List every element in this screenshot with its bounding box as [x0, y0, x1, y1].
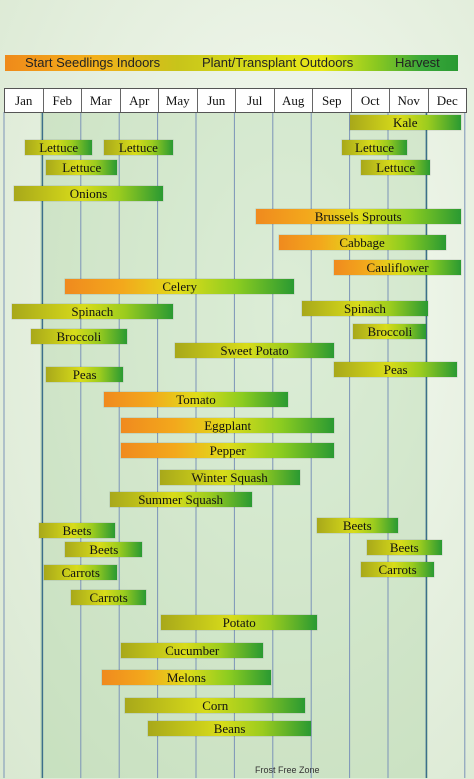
crop-bar-lettuce: Lettuce: [361, 160, 431, 175]
crop-bar-broccoli: Broccoli: [353, 324, 427, 339]
legend-harvest: Harvest: [395, 55, 440, 70]
crop-bar-beets: Beets: [38, 523, 116, 538]
month-label-jan: Jan: [5, 89, 44, 112]
month-label-mar: Mar: [82, 89, 121, 112]
crop-bar-potato: Potato: [161, 615, 317, 630]
crop-bar-eggplant: Eggplant: [121, 418, 335, 433]
crop-bar-pepper: Pepper: [121, 443, 335, 458]
crop-bar-cauliflower: Cauliflower: [334, 260, 461, 275]
crop-bar-celery: Celery: [65, 279, 294, 294]
crop-bar-carrots: Carrots: [71, 590, 147, 605]
crop-bar-beets: Beets: [316, 518, 398, 533]
crop-bar-peas: Peas: [334, 362, 458, 377]
crop-bar-lettuce: Lettuce: [46, 160, 118, 175]
crop-bar-lettuce: Lettuce: [341, 140, 408, 155]
crop-bar-cabbage: Cabbage: [278, 235, 446, 250]
crop-bar-lettuce: Lettuce: [25, 140, 93, 155]
crop-bar-spinach: Spinach: [301, 301, 429, 316]
legend-start-indoors: Start Seedlings Indoors: [25, 55, 161, 70]
month-label-may: May: [159, 89, 198, 112]
crop-bar-broccoli: Broccoli: [30, 329, 127, 344]
crop-bar-beets: Beets: [65, 542, 143, 557]
month-label-aug: Aug: [275, 89, 313, 112]
month-label-feb: Feb: [44, 89, 82, 112]
month-label-sep: Sep: [313, 89, 352, 112]
month-label-jun: Jun: [198, 89, 236, 112]
crop-bar-cucumber: Cucumber: [121, 643, 264, 658]
legend-plant-outdoors: Plant/Transplant Outdoors: [202, 55, 354, 70]
crop-bar-carrots: Carrots: [44, 565, 118, 580]
crop-bar-summer-squash: Summer Squash: [109, 492, 252, 507]
crop-bar-spinach: Spinach: [11, 304, 173, 319]
month-label-nov: Nov: [390, 89, 429, 112]
crop-bar-kale: Kale: [349, 115, 461, 130]
month-header: Jan Feb Mar Apr May Jun Jul Aug Sep Oct Nov Dec: [4, 88, 467, 113]
crop-bar-tomato: Tomato: [103, 392, 289, 407]
month-label-dec: Dec: [436, 93, 458, 108]
month-label-apr: Apr: [121, 89, 159, 112]
crop-bar-beans: Beans: [148, 721, 312, 736]
crop-bar-brussels-sprouts: Brussels Sprouts: [255, 209, 461, 224]
crop-bar-melons: Melons: [101, 670, 271, 685]
crop-bar-lettuce: Lettuce: [103, 140, 173, 155]
crop-bar-corn: Corn: [124, 698, 306, 713]
crop-bar-sweet-potato: Sweet Potato: [174, 343, 335, 358]
month-label-jul: Jul: [236, 89, 275, 112]
crop-bar-carrots: Carrots: [361, 562, 435, 577]
crop-bar-onions: Onions: [13, 186, 164, 201]
frost-free-zone-label: Frost Free Zone: [255, 765, 320, 775]
crop-bar-beets: Beets: [366, 540, 442, 555]
legend-bar: Start Seedlings Indoors Plant/Transplant…: [5, 55, 458, 71]
crop-bar-peas: Peas: [46, 367, 124, 382]
crop-bar-winter-squash: Winter Squash: [159, 470, 300, 485]
month-label-oct: Oct: [352, 89, 390, 112]
